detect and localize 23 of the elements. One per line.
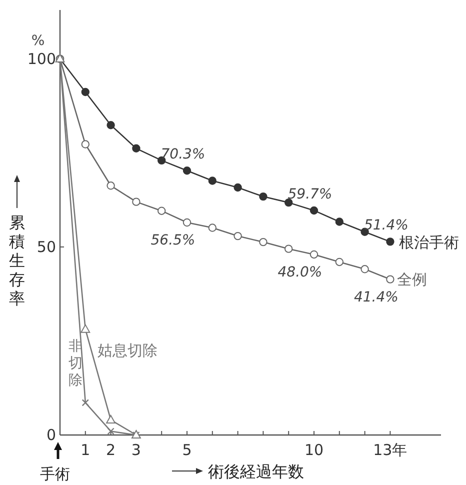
data-label: 59.7% [288,186,332,202]
text: % [31,32,45,49]
data-label: 41.4% [354,289,398,306]
data-label: 70.3% [160,146,206,163]
x-tick-label: 1 [80,441,90,459]
data-label: 51.4% [364,218,408,234]
text: 手術 [40,465,70,483]
x-tick-label: 3 [131,441,141,459]
data-label: 56.5% [150,232,196,248]
y-tick-label: 0 [46,426,56,444]
x-axis-title: 術後経過年数 [208,462,304,481]
series-label: 全例 [397,270,428,288]
series-label: 非切除 [68,338,82,389]
x-tick-label: 13年 [373,441,408,459]
x-tick-label: 10 [304,441,324,459]
y-tick-label: 100 [27,50,56,68]
ylabel: 累積生存率 [9,213,25,308]
series-label: 根治手術 [399,234,460,252]
y-tick-label: 50 [36,238,56,256]
data-label: 48.0% [278,264,322,280]
series-label: 姑息切除 [97,341,158,360]
x-tick-label: 5 [182,441,192,459]
x-tick-label: 2 [106,441,116,459]
